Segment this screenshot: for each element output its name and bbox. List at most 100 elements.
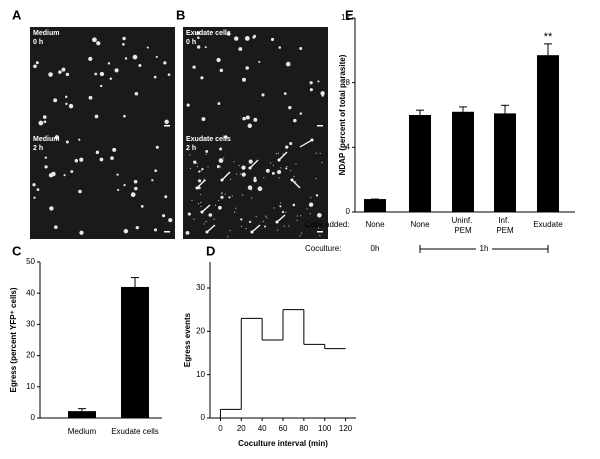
parasite [207,166,209,168]
bar [409,115,431,212]
cell [65,102,68,106]
category-label: None [410,220,430,229]
x-tick-label: Exudate cells [111,427,159,436]
parasite [288,225,290,227]
parasite [265,215,267,217]
cell [186,103,190,107]
x-tick-label: 20 [237,424,246,433]
parasite [282,153,284,155]
parasite [241,194,244,196]
cell [32,183,36,187]
arrow-head [250,230,254,234]
parasite [221,192,223,194]
cell [65,72,70,77]
cell [123,114,126,118]
cell [167,73,171,76]
cell [315,194,319,197]
arrow [278,151,288,161]
parasite [269,162,272,164]
x-axis-label: Coculture interval (min) [238,439,328,448]
parasite [273,207,275,209]
y-tick-label: 30 [196,283,205,292]
panel-letter: A [12,7,22,22]
cell [99,71,105,77]
parasite [286,165,288,168]
cell [164,195,168,199]
cell [247,185,253,190]
cell [155,145,159,149]
parasite [189,154,191,156]
row-label: Coculture: [305,244,341,253]
bar [494,113,516,212]
cell [277,169,282,175]
cell [234,36,239,41]
cell [278,46,282,49]
y-axis-label: Egress (percent YFP⁺ cells) [9,287,18,392]
cell [185,231,190,235]
cell [122,43,125,46]
parasite [231,195,233,197]
micrograph-label: Medium [33,30,59,37]
parasite [280,167,282,169]
cell [107,62,111,65]
parasite [272,164,275,166]
scale-bar [164,231,170,233]
bar [68,411,96,418]
x-tick-label: Medium [68,427,97,436]
parasite [234,211,236,213]
cell [61,67,66,72]
x-tick-label: 0 [218,424,223,433]
micrograph-label: Exudate cells [186,136,231,143]
cell [308,202,314,207]
cell [134,91,139,96]
cell [245,115,250,120]
parasite [293,175,295,178]
parasite [285,211,287,213]
category-line: Inf. [498,216,511,225]
cell [68,103,74,109]
parasite [213,218,215,220]
panel-letter: C [12,243,22,258]
parasite [239,173,241,175]
cell [88,56,93,61]
cell [42,115,47,119]
parasite [200,205,202,208]
cell [48,72,53,77]
cell [257,186,263,192]
arrow-head [200,210,204,214]
label-bg [476,243,492,255]
category-label: Exudate [533,220,563,229]
category-label: None [365,220,385,229]
cell [123,228,129,234]
x-tick-label: 100 [318,424,332,433]
cell [53,225,58,230]
cell [99,157,104,162]
parasite [299,235,301,237]
cell [217,205,222,210]
y-tick-label: 12 [341,13,350,22]
y-tick-label: 50 [26,257,35,266]
cell [164,119,169,125]
parasite [233,161,235,163]
cell [196,45,201,49]
bar [364,199,386,212]
parasite [278,177,280,179]
parasite [306,208,308,210]
parasite [266,217,268,219]
arrow-head [290,178,294,182]
micrograph-label: 0 h [33,39,43,46]
cell [285,61,291,67]
cell [197,36,200,39]
arrow-head [195,186,199,190]
cell [35,61,39,65]
arrow [221,171,231,181]
cell [38,120,44,126]
cell [163,61,167,65]
cell [321,94,324,97]
cell [95,150,100,155]
category-label: Uninf. PEM [451,216,474,235]
parasite [315,152,317,154]
cell [200,76,204,80]
cell [216,57,221,63]
annotation: ** [544,31,553,43]
